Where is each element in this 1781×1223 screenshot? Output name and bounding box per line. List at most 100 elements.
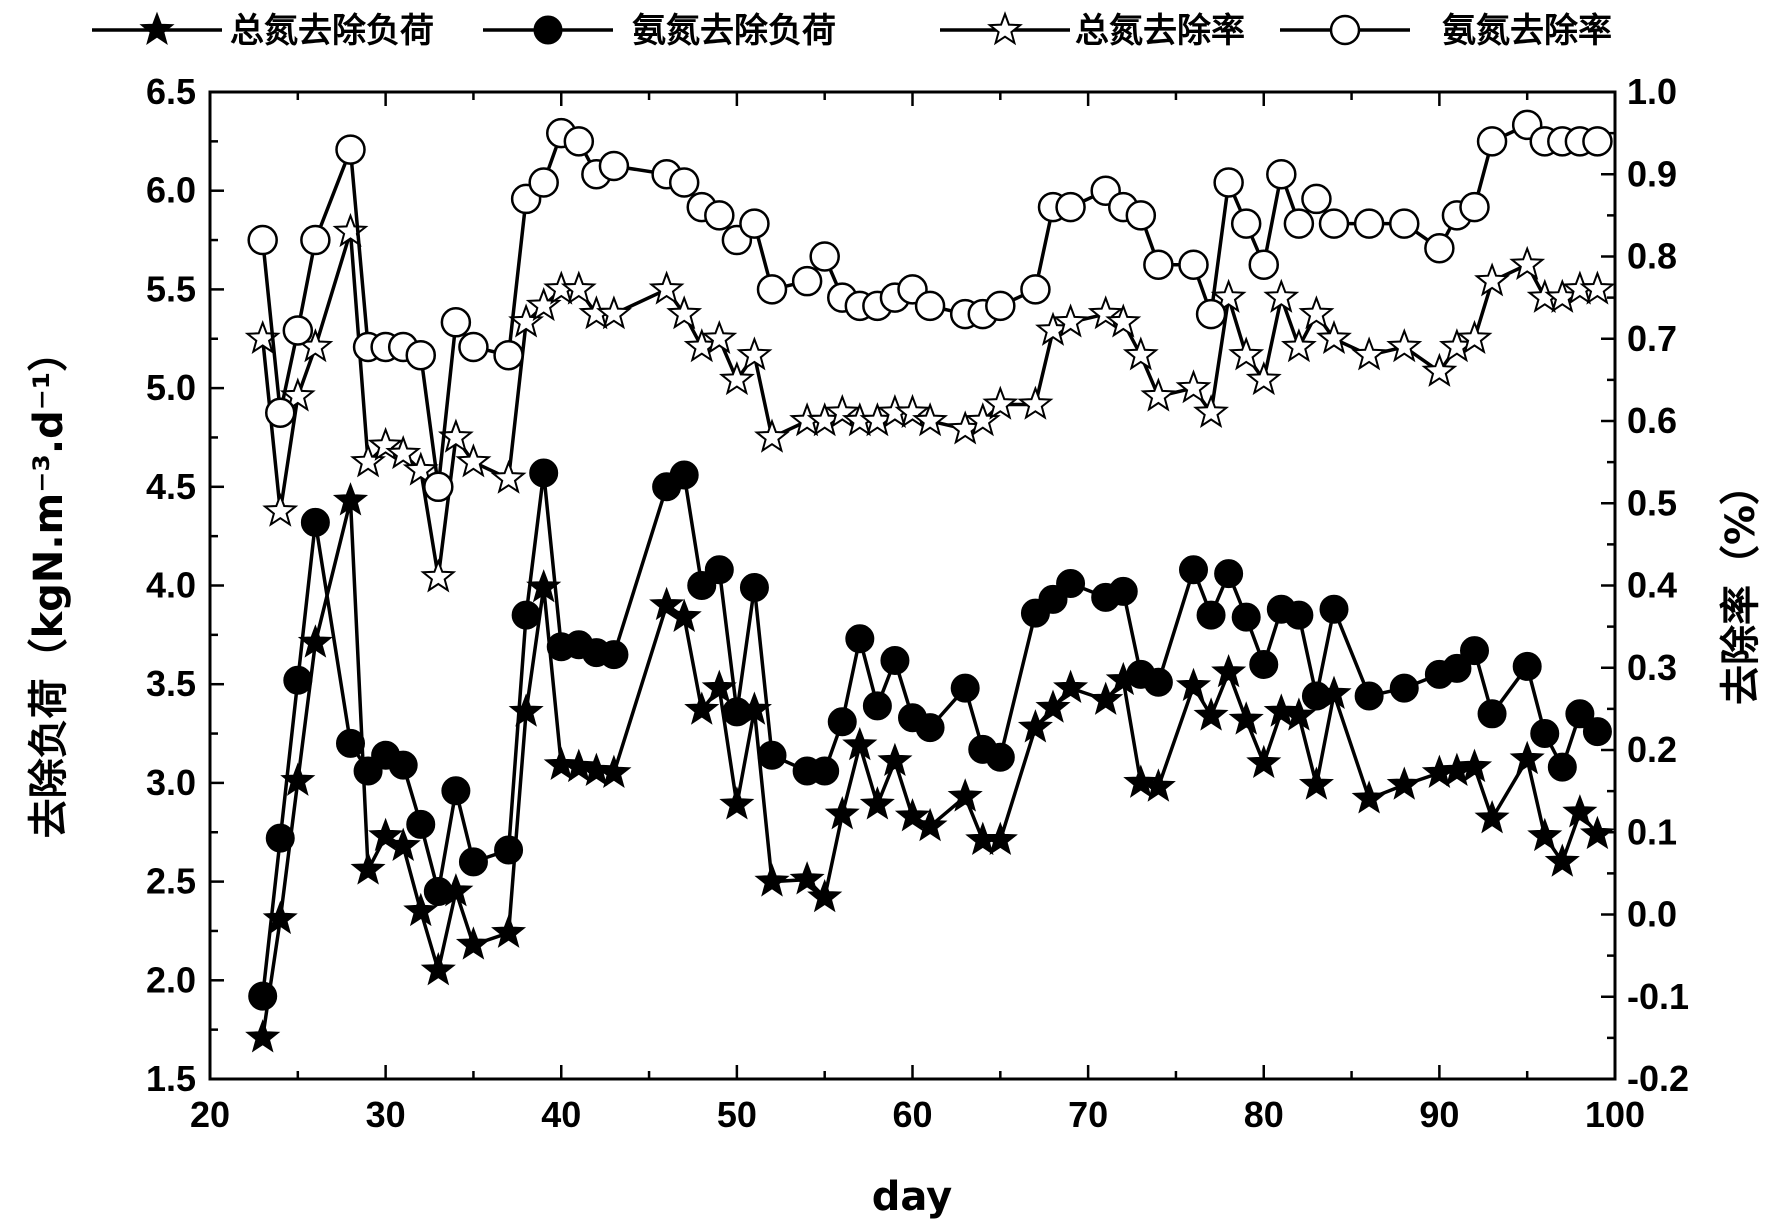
data-point-1-7 (388, 750, 418, 780)
legend-label-total-n-load: 总氮去除负荷 (230, 11, 434, 51)
x-tick-label: 30 (366, 1094, 406, 1135)
data-point-1-24 (739, 572, 769, 602)
data-point-1-13 (511, 600, 541, 630)
y-left-tick-label: 2.0 (146, 959, 196, 1000)
data-point-1-39 (1056, 569, 1086, 599)
y-right-tick-label: 0.4 (1627, 565, 1677, 606)
data-point-2-40 (1087, 295, 1124, 330)
data-point-2-20 (666, 295, 703, 330)
data-point-3-16 (563, 126, 595, 157)
data-point-0-34 (947, 778, 983, 812)
data-point-2-55 (1421, 352, 1458, 387)
data-point-2-8 (402, 451, 439, 486)
legend-marker-ammonia-n-rate (1329, 14, 1361, 46)
series-0 (245, 482, 1615, 1053)
y-right-tick-label: -0.1 (1627, 976, 1689, 1017)
data-point-0-33 (912, 807, 948, 842)
data-point-1-33 (915, 713, 945, 743)
data-point-2-58 (1474, 262, 1510, 297)
data-point-1-60 (1530, 719, 1560, 749)
y-left-axis-ticks: 1.5 2.0 2.5 3.0 3.5 4.0 4.5 5.0 5.5 6.0 6.5 (146, 71, 224, 1099)
legend-item-ammonia-n-load: 氨氮去除负荷 (483, 11, 836, 51)
data-point-3-0 (247, 224, 278, 256)
data-point-2-9 (420, 558, 457, 593)
data-point-1-51 (1301, 681, 1331, 711)
data-point-1-28 (827, 707, 857, 737)
data-point-0-42 (1123, 764, 1159, 798)
y-left-tick-label: 4.5 (146, 466, 196, 507)
data-point-0-25 (754, 863, 790, 897)
x-tick-label: 90 (1419, 1094, 1459, 1135)
x-tick-label: 60 (892, 1094, 932, 1135)
x-tick-label: 50 (717, 1094, 757, 1135)
data-point-1-61 (1547, 752, 1577, 782)
data-point-3-3 (300, 224, 331, 256)
data-point-3-63 (1582, 126, 1613, 157)
data-point-3-43 (1143, 249, 1174, 280)
data-point-3-18 (598, 150, 630, 182)
data-point-0-31 (877, 742, 913, 777)
data-point-0-16 (561, 748, 597, 783)
legend-marker-ammonia-n-rate-shape (1329, 14, 1361, 46)
data-point-0-21 (684, 691, 720, 725)
y-left-axis-title: 去除负荷（kgN.m⁻³.d⁻¹） (26, 332, 72, 839)
legend-marker-total-n-load-shape (139, 11, 175, 45)
y-left-tick-label: 3.5 (146, 663, 196, 704)
data-point-0-19 (649, 586, 685, 621)
data-point-1-41 (1108, 576, 1138, 606)
data-point-0-4 (332, 482, 369, 516)
data-point-3-27 (809, 241, 840, 272)
data-point-1-47 (1231, 602, 1261, 632)
data-point-0-40 (1088, 681, 1124, 715)
data-point-0-0 (245, 1019, 281, 1053)
y-right-tick-label: 0.1 (1627, 811, 1677, 852)
y-right-tick-label: 0.2 (1627, 729, 1677, 770)
y-left-tick-label: 6.5 (146, 71, 196, 112)
data-point-2-52 (1316, 319, 1352, 354)
data-point-2-36 (982, 385, 1019, 420)
data-point-3-1 (265, 397, 296, 429)
data-point-3-33 (914, 290, 946, 322)
data-point-2-44 (1175, 369, 1212, 404)
data-point-3-10 (440, 307, 472, 338)
data-point-3-55 (1424, 233, 1455, 264)
data-point-0-58 (1474, 799, 1510, 834)
data-point-3-12 (493, 339, 524, 371)
data-point-2-59 (1509, 245, 1546, 281)
data-point-2-7 (385, 435, 422, 470)
data-point-1-20 (669, 460, 699, 490)
data-point-0-47 (1228, 701, 1264, 735)
x-tick-label: 40 (541, 1094, 581, 1135)
legend: 总氮去除负荷 氨氮去除负荷 总氮去除率 氨氮去除率 (92, 11, 1612, 51)
data-point-3-42 (1125, 200, 1157, 231)
data-point-0-50 (1281, 697, 1317, 731)
data-point-1-22 (704, 555, 734, 585)
data-point-1-25 (757, 740, 787, 770)
data-point-1-45 (1196, 600, 1226, 630)
data-point-0-5 (350, 851, 386, 885)
data-point-3-14 (528, 167, 559, 198)
data-point-2-54 (1386, 328, 1423, 363)
data-point-3-37 (1020, 274, 1051, 305)
data-point-2-50 (1281, 328, 1317, 363)
data-point-2-25 (754, 418, 790, 453)
data-point-3-48 (1248, 249, 1279, 280)
data-point-0-37 (1017, 709, 1053, 743)
y-right-tick-label: 0.5 (1627, 482, 1677, 523)
data-point-1-48 (1249, 649, 1279, 679)
legend-marker-total-n-rate (987, 11, 1023, 46)
data-point-0-43 (1140, 768, 1176, 802)
data-point-1-10 (441, 776, 471, 806)
data-point-0-39 (1053, 669, 1089, 704)
legend-item-total-n-rate: 总氮去除率 (940, 11, 1245, 51)
data-point-2-57 (1456, 319, 1493, 354)
plot-frame (208, 90, 1617, 1081)
data-point-3-57 (1459, 191, 1490, 223)
legend-marker-total-n-load (139, 11, 175, 45)
data-point-0-63 (1579, 815, 1615, 850)
data-point-0-26 (789, 861, 825, 895)
data-point-3-8 (405, 339, 436, 371)
data-point-0-13 (508, 693, 544, 727)
data-point-0-38 (1035, 689, 1071, 723)
data-point-3-2 (282, 315, 314, 346)
